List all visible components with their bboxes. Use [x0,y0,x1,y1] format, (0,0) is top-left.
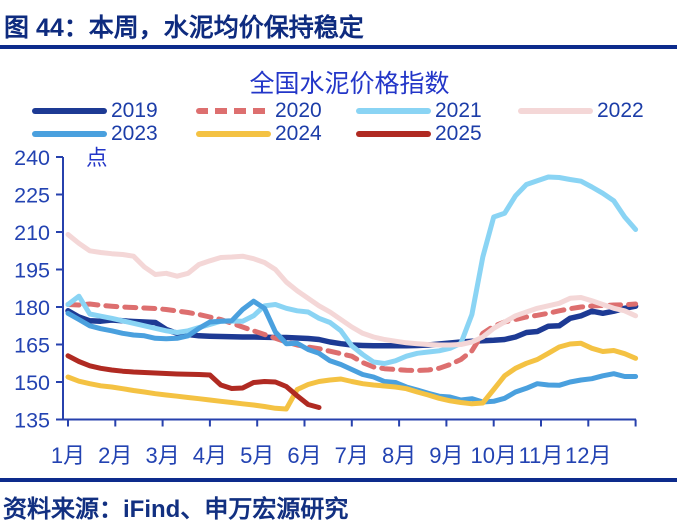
legend-label-2020: 2020 [275,99,322,122]
legend-swatch-2025 [356,131,431,137]
x-tick-label: 4月 [193,443,227,468]
y-tick-label: 195 [14,259,50,283]
y-tick-label: 225 [14,184,50,208]
x-tick-label: 8月 [382,443,416,468]
series-line-2025 [65,353,322,410]
legend-swatch-2024 [196,131,271,137]
legend-item-2024: 2024 [196,123,322,145]
y-tick-label: 150 [14,371,50,395]
x-tick-label: 1月 [51,443,85,468]
legend-item-2025: 2025 [356,123,482,145]
source-note: 资料来源：iFind、申万宏源研究 [3,496,349,523]
x-tick-label: 5月 [240,443,274,468]
header-rule [0,45,677,49]
legend-swatch-2023 [32,131,107,137]
chart-title: 全国水泥价格指数 [249,70,450,98]
footer-rule [0,478,677,482]
series-line-2024 [65,340,639,412]
series-line-2022 [65,232,639,348]
chart-legend: 2019 2020 2021 2022 2023 2024 2025 [0,0,690,150]
y-tick-label: 135 [14,409,50,433]
x-tick-label: 6月 [287,443,321,468]
legend-label-2023: 2023 [111,122,158,145]
legend-swatch-2020 [196,108,271,114]
x-tick-label: 7月 [335,443,369,468]
legend-item-2022: 2022 [518,100,644,122]
legend-label-2024: 2024 [275,122,322,145]
legend-label-2022: 2022 [597,99,644,122]
series-line-2023 [65,298,639,405]
x-tick-label: 11月 [519,443,564,468]
y-tick-label: 180 [14,296,50,320]
series-line-2021 [65,174,639,366]
x-tick-label: 12月 [565,443,611,468]
y-tick-label: 210 [14,221,50,245]
x-tick-label: 2月 [98,443,132,468]
legend-item-2020: 2020 [196,100,322,122]
x-tick-label: 3月 [145,443,179,468]
legend-item-2023: 2023 [32,123,158,145]
legend-item-2019: 2019 [32,100,158,122]
legend-label-2025: 2025 [435,122,482,145]
legend-label-2021: 2021 [435,99,482,122]
y-unit-label: 点 [86,146,108,170]
legend-swatch-2019 [32,108,107,114]
series-line-2020 [65,301,639,373]
legend-swatch-2021 [356,108,431,114]
y-tick-label: 240 [14,146,50,170]
legend-swatch-2022 [518,108,593,114]
figure-header-title: 图 44：本周，水泥均价保持稳定 [4,14,364,42]
legend-label-2019: 2019 [111,99,158,122]
legend-item-2021: 2021 [356,100,482,122]
x-tick-label: 9月 [429,443,463,468]
y-tick-label: 165 [14,334,50,358]
x-tick-label: 10月 [470,443,516,468]
